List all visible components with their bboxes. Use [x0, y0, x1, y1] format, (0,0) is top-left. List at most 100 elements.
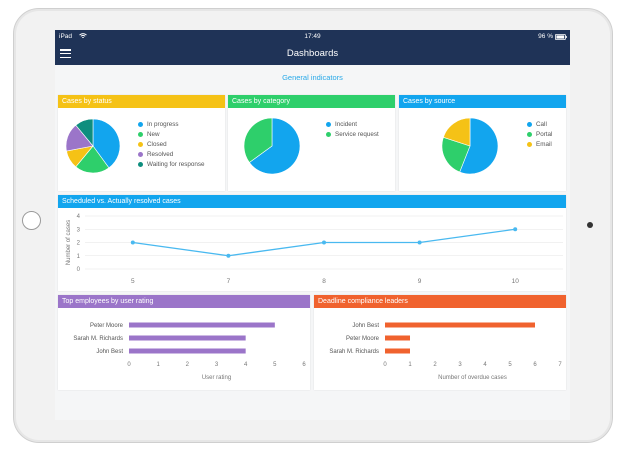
- pie-slice[interactable]: [441, 136, 471, 173]
- card-deadline-compliance[interactable]: Deadline compliance leaders John Best Pet…: [314, 295, 566, 390]
- y-tick-label: 3: [77, 227, 81, 233]
- category-label: Peter Moore: [90, 323, 124, 329]
- bar[interactable]: [385, 322, 535, 328]
- legend-item[interactable]: New: [138, 130, 205, 140]
- category-pie-chart[interactable]: [228, 108, 395, 191]
- bar[interactable]: [129, 348, 246, 354]
- category-legend: Incident Service request: [326, 120, 379, 140]
- legend-marker: [138, 141, 143, 147]
- legend-label: New: [147, 131, 160, 138]
- x-tick-label: 7: [227, 278, 231, 285]
- dashboard-tab-title[interactable]: General indicators: [282, 73, 343, 82]
- legend-label: Email: [536, 141, 552, 148]
- legend-marker: [138, 131, 143, 137]
- data-point[interactable]: [226, 253, 231, 258]
- x-tick-label: 5: [131, 278, 135, 285]
- pie-slice[interactable]: [442, 117, 471, 147]
- status-bar: iPad 17:49 96 %: [55, 30, 570, 43]
- x-axis-label: User rating: [202, 375, 231, 381]
- x-tick-label: 3: [458, 362, 462, 368]
- x-tick-label: 1: [408, 362, 412, 368]
- x-tick-label: 2: [433, 362, 437, 368]
- x-tick-label: 4: [244, 362, 248, 368]
- employees-bar-chart[interactable]: Peter Moore Sarah M. Richards John Best 0 1 2…: [58, 308, 310, 390]
- x-tick-label: 10: [512, 278, 520, 285]
- card-cases-by-source[interactable]: Cases by source Call Portal Email: [399, 95, 566, 191]
- card-title: Deadline compliance leaders: [314, 295, 566, 308]
- legend-marker: [138, 121, 143, 127]
- deadline-bar-chart[interactable]: John Best Peter Moore Sarah M. Richards 0 1 2…: [314, 308, 566, 390]
- category-label: John Best: [96, 349, 123, 355]
- bar[interactable]: [129, 322, 275, 328]
- legend-item[interactable]: Portal: [527, 130, 552, 140]
- status-pie-chart[interactable]: [58, 108, 225, 191]
- x-tick-label: 8: [322, 278, 326, 285]
- legend-label: Closed: [147, 141, 167, 148]
- y-tick-label: 2: [77, 241, 81, 247]
- y-tick-label: 4: [77, 214, 81, 220]
- card-title: Cases by source: [399, 95, 566, 108]
- y-tick-label: 1: [77, 254, 81, 260]
- pie-slice[interactable]: [459, 117, 499, 175]
- card-cases-by-category[interactable]: Cases by category Incident Service reques…: [228, 95, 395, 191]
- y-axis-label: Number of cases: [66, 220, 72, 265]
- bar[interactable]: [385, 348, 410, 354]
- legend-item[interactable]: Call: [527, 120, 552, 130]
- legend-label: Resolved: [147, 151, 174, 158]
- legend-item[interactable]: Incident: [326, 120, 379, 130]
- battery-icon: [555, 33, 567, 42]
- app-screen: iPad 17:49 96 % Dashboards General indic…: [55, 30, 570, 420]
- data-point[interactable]: [513, 227, 518, 232]
- battery-percent: 96 %: [538, 33, 553, 40]
- legend-item[interactable]: Closed: [138, 140, 205, 150]
- legend-item[interactable]: Waiting for response: [138, 160, 205, 170]
- app-bar: Dashboards: [55, 43, 570, 65]
- pie-slice[interactable]: [75, 145, 110, 174]
- home-button[interactable]: [22, 211, 41, 230]
- legend-label: Service request: [335, 131, 379, 138]
- legend-label: Portal: [536, 131, 553, 138]
- card-title: Scheduled vs. Actually resolved cases: [58, 195, 566, 208]
- x-axis-label: Number of overdue cases: [438, 375, 507, 381]
- camera-icon: [587, 222, 593, 228]
- legend-item[interactable]: Resolved: [138, 150, 205, 160]
- legend-item[interactable]: Service request: [326, 130, 379, 140]
- data-point[interactable]: [130, 240, 135, 245]
- legend-item[interactable]: In progress: [138, 120, 205, 130]
- x-tick-label: 3: [215, 362, 219, 368]
- x-tick-label: 2: [186, 362, 190, 368]
- pie-slice[interactable]: [92, 118, 121, 169]
- legend-item[interactable]: Email: [527, 140, 552, 150]
- legend-marker: [527, 131, 532, 137]
- bar[interactable]: [129, 335, 246, 341]
- category-label: Peter Moore: [346, 336, 380, 342]
- scheduled-line-chart[interactable]: 0 1 2 3 4 Number of cases 5 7 8 9 10: [58, 208, 566, 291]
- legend-marker: [527, 121, 532, 127]
- card-scheduled-vs-resolved[interactable]: Scheduled vs. Actually resolved cases 0 1…: [58, 195, 566, 291]
- card-cases-by-status[interactable]: Cases by status In progress New Closed Reso…: [58, 95, 225, 191]
- device-label: iPad: [59, 33, 73, 40]
- bar[interactable]: [385, 335, 410, 341]
- y-tick-label: 0: [77, 267, 81, 273]
- x-tick-label: 0: [383, 362, 387, 368]
- x-tick-label: 7: [558, 362, 562, 368]
- menu-icon[interactable]: [60, 49, 71, 59]
- pie-slice[interactable]: [243, 117, 273, 163]
- pie-slice[interactable]: [75, 118, 94, 147]
- source-pie-chart[interactable]: [399, 108, 566, 191]
- legend-label: In progress: [147, 121, 179, 128]
- card-title: Cases by category: [228, 95, 395, 108]
- legend-label: Waiting for response: [147, 161, 205, 168]
- legend-marker: [527, 141, 532, 147]
- x-tick-label: 5: [508, 362, 512, 368]
- x-tick-label: 5: [273, 362, 277, 368]
- wifi-icon: [79, 33, 87, 41]
- x-tick-label: 0: [127, 362, 131, 368]
- data-point[interactable]: [322, 240, 326, 245]
- x-tick-label: 4: [483, 362, 487, 368]
- pie-slice[interactable]: [248, 117, 301, 175]
- x-tick-label: 6: [302, 362, 306, 368]
- legend-marker: [138, 161, 143, 167]
- data-point[interactable]: [417, 240, 422, 245]
- card-top-employees[interactable]: Top employees by user rating Peter Moore…: [58, 295, 310, 390]
